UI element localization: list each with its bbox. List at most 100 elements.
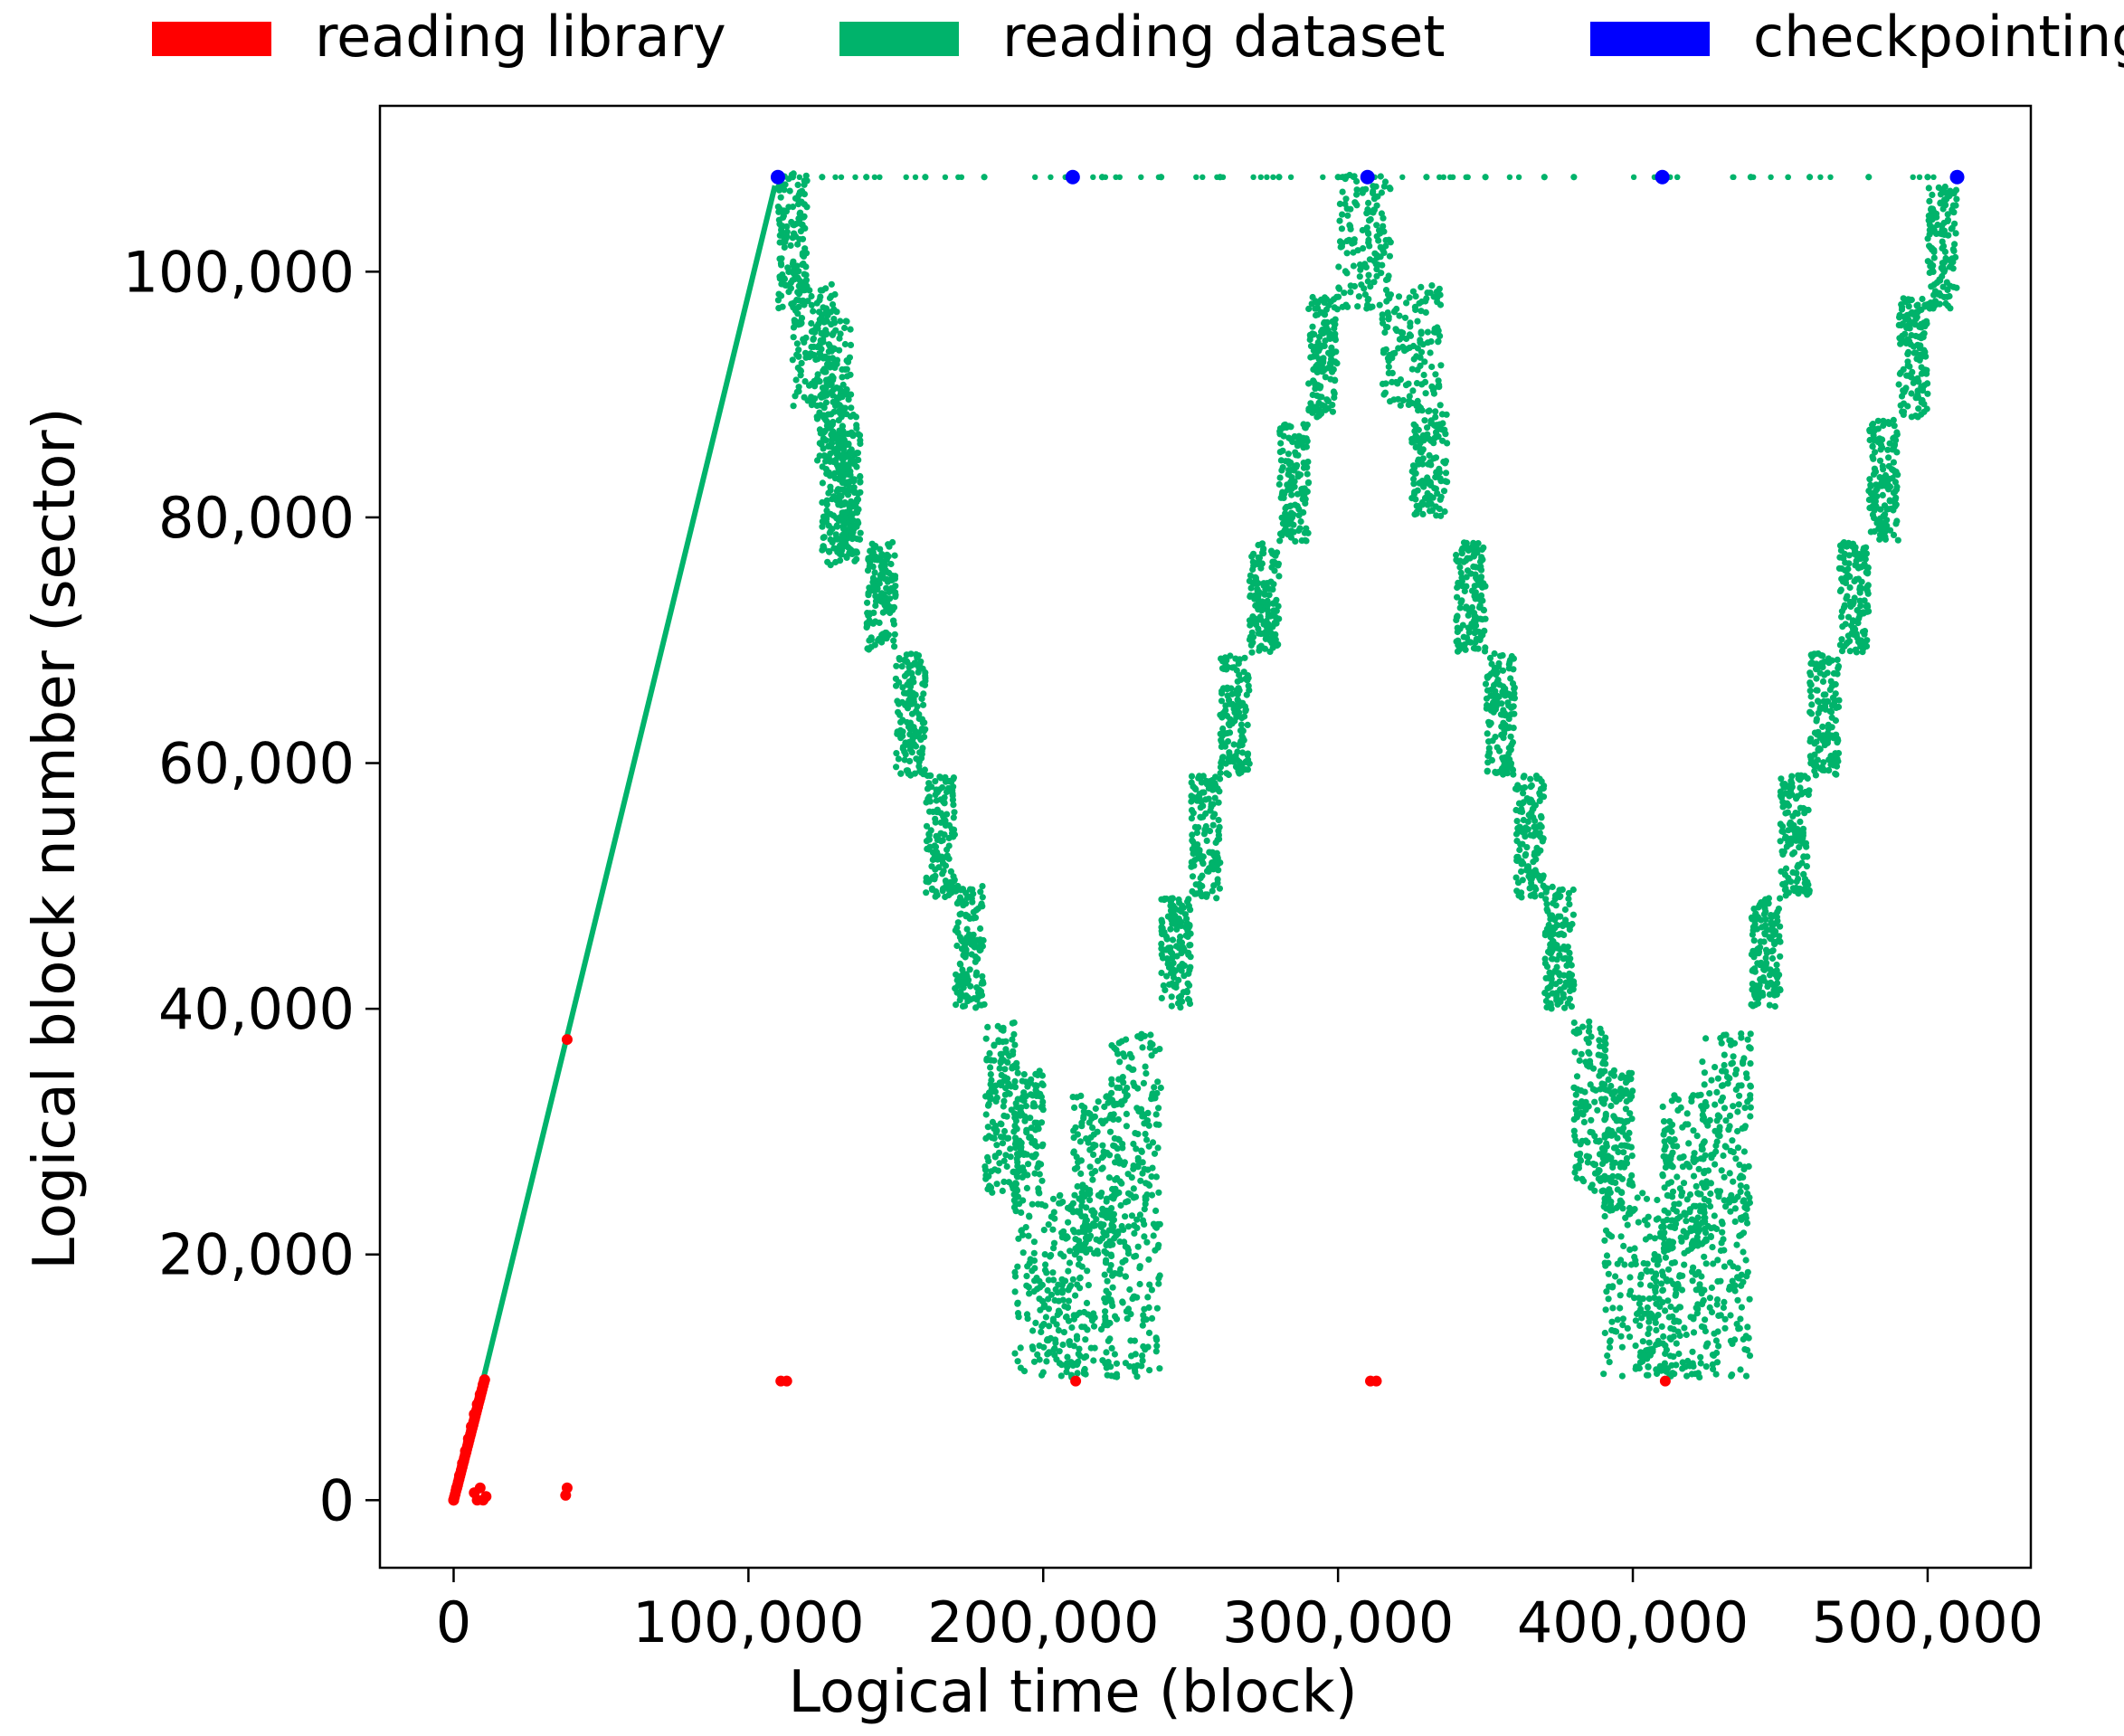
reading-dataset-point [796,235,803,243]
reading-dataset-point [1742,1333,1749,1340]
reading-dataset-point [1707,1180,1714,1187]
reading-dataset-point [1522,852,1529,859]
reading-dataset-point [1228,700,1236,708]
reading-dataset-point [1613,1117,1620,1124]
reading-dataset-point [899,728,906,735]
reading-dataset-point [1571,1133,1579,1140]
reading-dataset-point [1139,1352,1146,1360]
reading-dataset-point [820,445,827,452]
reading-dataset-point [1414,487,1421,494]
reading-dataset-band [863,538,899,653]
reading-dataset-point [992,1082,1000,1089]
reading-dataset-point [822,376,830,384]
reading-dataset-point [1600,1371,1607,1378]
reading-dataset-point [1602,1060,1609,1067]
reading-dataset-point [1691,1150,1698,1157]
reading-dataset-point [1606,1343,1614,1352]
reading-dataset-point [1064,1304,1071,1311]
reading-dataset-point [1370,183,1377,190]
reading-dataset-point [1198,798,1205,805]
reading-dataset-point [887,560,895,568]
reading-dataset-point [830,392,837,399]
reading-dataset-point [1538,814,1545,821]
reading-dataset-point [1217,769,1224,777]
reading-dataset-point [1622,1075,1629,1082]
reading-dataset-point [1442,470,1450,477]
reading-dataset-point [1246,687,1253,694]
reading-dataset-point [1499,768,1506,775]
reading-dataset-point [1175,896,1182,904]
reading-dataset-point [780,207,788,214]
reading-dataset-point [843,318,850,325]
reading-dataset-point [1099,1357,1106,1364]
reading-dataset-point [1235,699,1242,707]
reading-dataset-point [1690,1157,1697,1164]
reading-dataset-point [1673,1361,1680,1369]
reading-dataset-point [1690,1172,1698,1180]
reading-dataset-point [1367,208,1374,215]
reading-dataset-point [1143,1238,1151,1246]
reading-dataset-point [1456,564,1464,571]
reading-dataset-point [984,1124,991,1131]
reading-dataset-point [1082,1239,1089,1247]
reading-dataset-point [1034,1351,1041,1358]
reading-dataset-point [1038,1371,1046,1379]
reading-dataset-point [1433,422,1440,429]
reading-dataset-point [1015,1140,1022,1147]
reading-dataset-point [886,543,893,550]
reading-dataset-point [969,898,976,906]
reading-dataset-point [959,966,966,973]
reading-dataset-point [1130,1194,1137,1201]
reading-dataset-point [1516,846,1523,854]
reading-dataset-point [1720,1236,1727,1243]
reading-dataset-point [1709,1244,1716,1251]
reading-dataset-point [1577,1150,1584,1157]
reading-dataset-point [1601,1086,1608,1093]
reading-dataset-point [1106,1128,1114,1135]
reading-dataset-point [967,996,974,1003]
reading-dataset-point [831,402,839,410]
reading-dataset-point [1199,853,1207,860]
reading-dataset-point [790,258,797,265]
reading-dataset-point [1303,435,1310,442]
reading-dataset-point [874,596,881,603]
reading-dataset-point [795,353,802,360]
reading-dataset-point [1498,723,1505,730]
reading-dataset-point [1072,1236,1079,1243]
reading-dataset-point [1740,1148,1748,1155]
reading-dataset-point [841,324,849,332]
reading-dataset-point [1382,324,1390,331]
reading-dataset-point [1698,1323,1705,1330]
reading-dataset-point [1059,1296,1067,1304]
reading-dataset-point [988,1168,995,1175]
reading-dataset-point [822,399,830,406]
reading-dataset-point [904,767,912,774]
reading-dataset-point [1569,886,1577,894]
reading-dataset-point [1477,633,1484,641]
reading-dataset-point [1520,816,1527,824]
reading-dataset-point [1085,1222,1092,1229]
reading-dataset-point [1721,1324,1729,1332]
reading-dataset-point [1645,1371,1652,1379]
reading-dataset-point [1019,1110,1026,1117]
reading-dataset-point [1580,1118,1588,1125]
reading-dataset-point [1191,857,1199,864]
reading-dataset-point [1727,1259,1734,1266]
reading-dataset-point [823,422,831,430]
reading-dataset-point [1653,1341,1660,1348]
reading-dataset-point [1122,1243,1129,1250]
reading-dataset-point [1412,422,1419,430]
reading-dataset-point [1651,1295,1658,1302]
reading-dataset-point [1076,1275,1084,1282]
reading-dataset-point [1232,752,1239,760]
reading-dataset-point [891,643,898,650]
reading-dataset-point [1064,1353,1071,1361]
reading-dataset-point [1436,382,1443,389]
reading-dataset-point [1616,1201,1623,1210]
reading-dataset-point [1628,1115,1636,1123]
reading-dataset-point [821,353,829,360]
reading-dataset-point [1082,1371,1089,1378]
reading-dataset-point [825,341,832,348]
reading-dataset-point [1108,1089,1115,1096]
reading-dataset-point [910,696,917,703]
